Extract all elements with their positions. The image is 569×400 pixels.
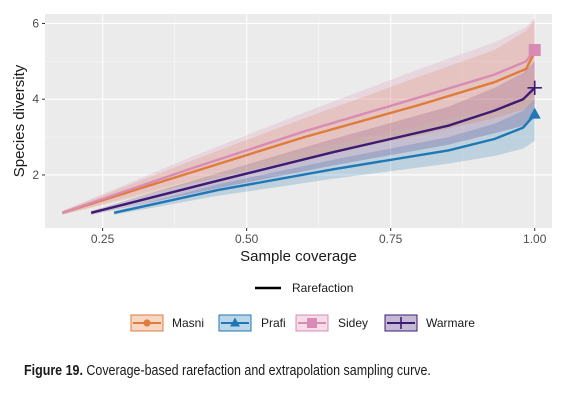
- figure-caption-text: Coverage-based rarefaction and extrapola…: [82, 363, 431, 379]
- y-tick-label: 6: [32, 16, 39, 30]
- x-tick-label: 0.75: [379, 232, 403, 246]
- endpoint-marker-prafi: [528, 107, 541, 119]
- series-line-prafi: [113, 113, 536, 214]
- ci-band-masni: [62, 19, 535, 215]
- legend-key-marker: [395, 317, 407, 329]
- legend-label: Masni: [172, 316, 204, 330]
- y-tick-label: 2: [32, 168, 39, 182]
- legend-key-marker: [230, 317, 240, 327]
- endpoint-marker-warmare: [527, 80, 542, 96]
- legend-label-rarefaction: Rarefaction: [292, 281, 353, 295]
- x-tick-label: 1.00: [523, 232, 547, 246]
- legend-key-marker: [307, 318, 317, 328]
- legend-item-warmare: Warmare: [384, 314, 475, 332]
- legend-label: Sidey: [338, 316, 368, 330]
- legend-label: Prafi: [261, 316, 286, 330]
- ci-band-warmare: [91, 61, 535, 215]
- x-axis-title: Sample coverage: [240, 248, 357, 265]
- series-line-sidey: [61, 49, 536, 214]
- y-tick-label: 4: [32, 92, 39, 106]
- endpoint-marker-sidey: [528, 43, 541, 56]
- coverage-chart: 0.25 0.50 0.75 1.00 2 4 6 Sample coverage Specie…: [11, 14, 552, 332]
- figure-label: Figure 19.: [24, 363, 83, 379]
- legend-item-masni: Masni: [130, 314, 204, 332]
- series-line-warmare: [90, 87, 536, 214]
- ci-band-prafi: [114, 99, 535, 215]
- legend-item-sidey: Sidey: [295, 314, 368, 332]
- series-line-masni: [61, 51, 536, 214]
- x-tick-label: 0.25: [91, 232, 115, 246]
- figure-caption: Figure 19. Coverage-based rarefaction an…: [24, 363, 488, 379]
- legend-label: Warmare: [426, 316, 475, 330]
- x-tick-label: 0.50: [235, 232, 259, 246]
- legend-key-marker: [143, 319, 151, 327]
- y-axis-title: Species diversity: [11, 64, 28, 177]
- ci-band-sidey: [62, 17, 535, 215]
- legend-item-prafi: Prafi: [218, 314, 286, 332]
